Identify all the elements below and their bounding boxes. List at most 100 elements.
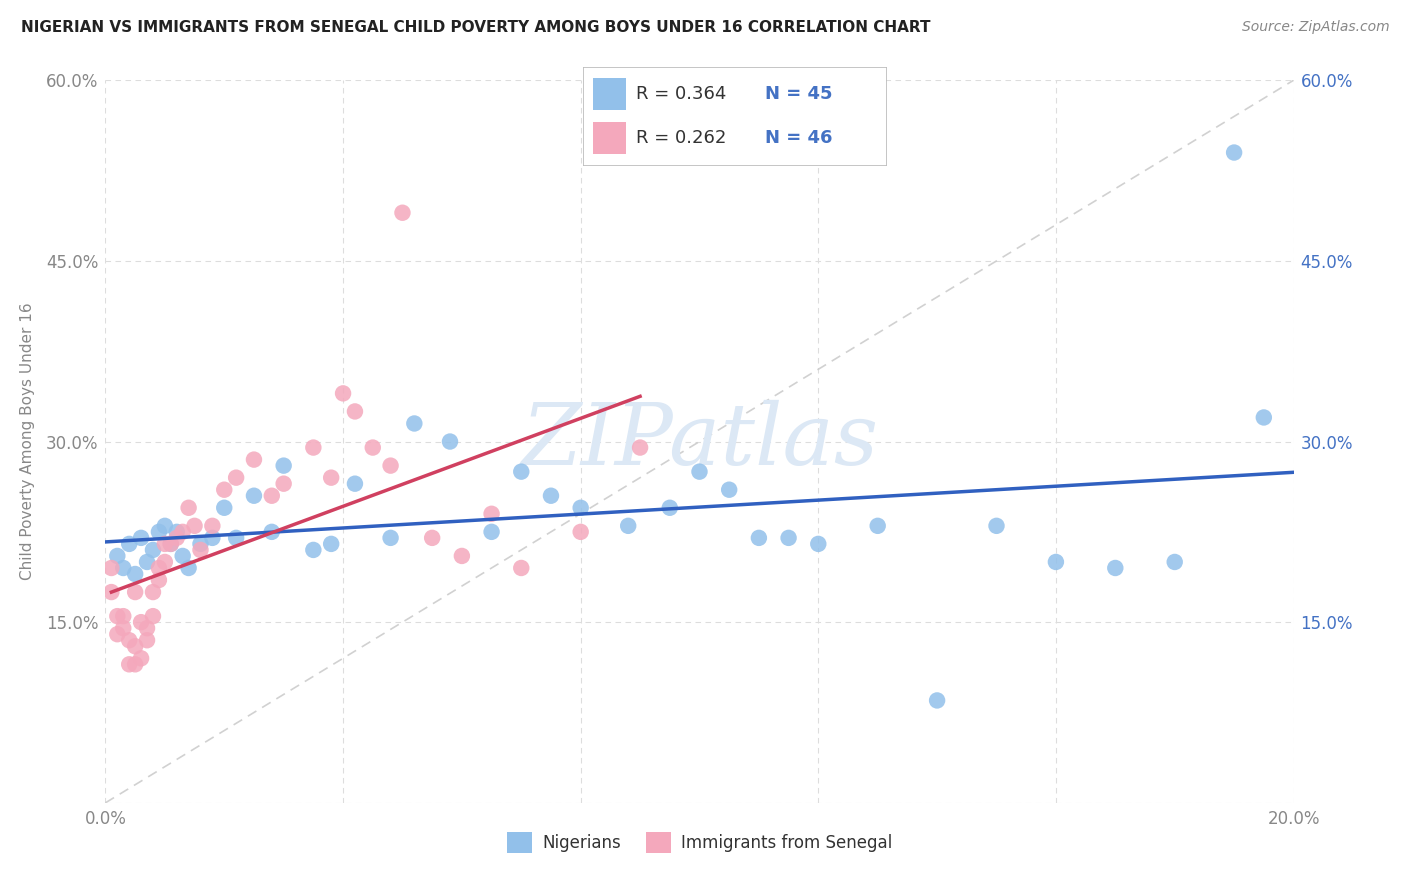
Point — [153, 555, 176, 569]
Point — [225, 470, 247, 484]
Point — [124, 639, 146, 653]
Point — [105, 549, 128, 563]
Point — [391, 205, 413, 219]
Point — [243, 489, 266, 503]
Point — [183, 518, 205, 533]
Point — [658, 500, 681, 515]
Point — [1223, 145, 1246, 160]
Point — [177, 561, 200, 575]
Point — [129, 651, 152, 665]
Text: N = 46: N = 46 — [765, 129, 832, 147]
Point — [148, 561, 170, 575]
Point — [569, 524, 592, 539]
Point — [105, 609, 128, 624]
Point — [481, 524, 503, 539]
Point — [361, 441, 384, 455]
Point — [986, 518, 1008, 533]
Point — [343, 404, 366, 418]
Point — [112, 609, 135, 624]
Point — [510, 561, 533, 575]
Point — [214, 500, 236, 515]
Point — [1104, 561, 1126, 575]
Point — [225, 531, 247, 545]
Point — [159, 537, 181, 551]
Point — [100, 585, 122, 599]
Point — [136, 621, 159, 635]
Point — [172, 549, 194, 563]
Point — [1045, 555, 1067, 569]
Point — [302, 542, 325, 557]
Point — [190, 537, 212, 551]
Point — [807, 537, 830, 551]
Point — [617, 518, 640, 533]
Point — [540, 489, 562, 503]
Point — [380, 531, 402, 545]
Point — [124, 657, 146, 672]
Point — [100, 561, 122, 575]
Point — [718, 483, 741, 497]
Text: R = 0.262: R = 0.262 — [637, 129, 727, 147]
Point — [201, 518, 224, 533]
Point — [142, 609, 165, 624]
Point — [142, 542, 165, 557]
Point — [439, 434, 461, 449]
Point — [177, 500, 200, 515]
Point — [1253, 410, 1275, 425]
Point — [778, 531, 800, 545]
Point — [172, 524, 194, 539]
Text: R = 0.364: R = 0.364 — [637, 85, 727, 103]
Point — [628, 441, 651, 455]
Point — [510, 465, 533, 479]
Point — [273, 458, 295, 473]
Text: N = 45: N = 45 — [765, 85, 832, 103]
Point — [321, 537, 343, 551]
Point — [260, 489, 283, 503]
Point — [927, 693, 949, 707]
Point — [166, 524, 188, 539]
Point — [118, 633, 141, 648]
Point — [866, 518, 889, 533]
Point — [420, 531, 443, 545]
Point — [190, 542, 212, 557]
Point — [569, 500, 592, 515]
Point — [148, 573, 170, 587]
Legend: Nigerians, Immigrants from Senegal: Nigerians, Immigrants from Senegal — [501, 826, 898, 860]
Point — [689, 465, 711, 479]
Point — [1164, 555, 1187, 569]
Point — [273, 476, 295, 491]
Point — [118, 657, 141, 672]
Point — [380, 458, 402, 473]
Point — [166, 531, 188, 545]
Point — [302, 441, 325, 455]
Point — [136, 555, 159, 569]
Point — [118, 537, 141, 551]
Point — [159, 537, 181, 551]
Point — [343, 476, 366, 491]
Point — [748, 531, 770, 545]
Point — [243, 452, 266, 467]
Point — [129, 531, 152, 545]
Point — [450, 549, 472, 563]
Point — [112, 561, 135, 575]
Text: Source: ZipAtlas.com: Source: ZipAtlas.com — [1241, 20, 1389, 34]
Point — [148, 524, 170, 539]
FancyBboxPatch shape — [592, 122, 626, 154]
Point — [105, 627, 128, 641]
Point — [260, 524, 283, 539]
Point — [153, 537, 176, 551]
Point — [321, 470, 343, 484]
Text: ZIPatlas: ZIPatlas — [520, 401, 879, 483]
Point — [112, 621, 135, 635]
Point — [153, 518, 176, 533]
Point — [332, 386, 354, 401]
Point — [201, 531, 224, 545]
Point — [404, 417, 426, 431]
Point — [214, 483, 236, 497]
FancyBboxPatch shape — [592, 78, 626, 110]
Y-axis label: Child Poverty Among Boys Under 16: Child Poverty Among Boys Under 16 — [20, 302, 35, 581]
Point — [124, 585, 146, 599]
Point — [124, 567, 146, 582]
Point — [129, 615, 152, 630]
Point — [136, 633, 159, 648]
Point — [481, 507, 503, 521]
